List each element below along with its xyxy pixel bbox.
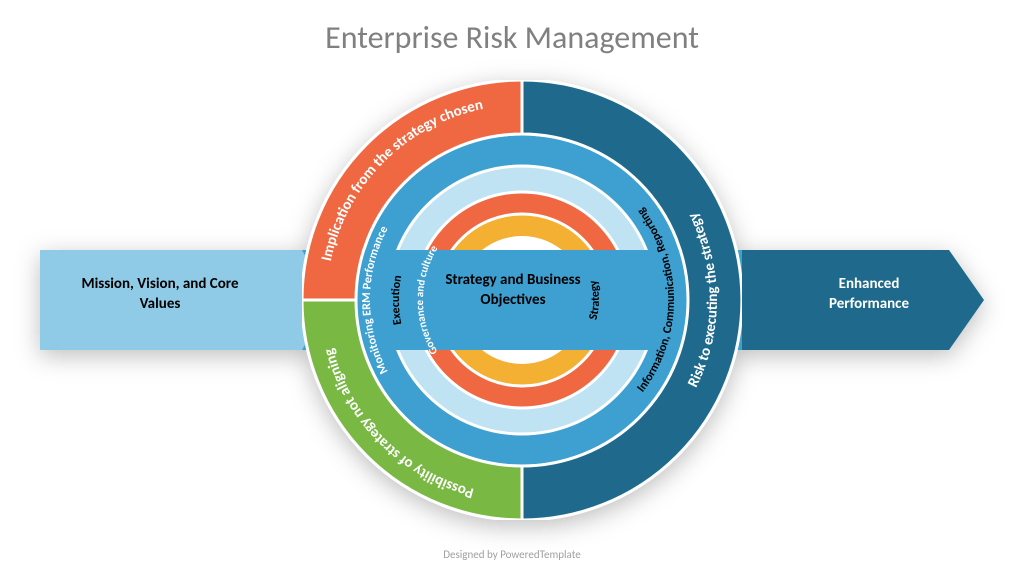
diagram-stage: Possibility of strategy not aligningImpl…	[40, 75, 984, 525]
right-arrow-label: Enhanced Performance	[799, 275, 939, 314]
page-title: Enterprise Risk Management	[0, 18, 1024, 57]
footer-credit: Designed by PoweredTemplate	[0, 548, 1024, 561]
left-arrow-label: Mission, Vision, and Core Values	[65, 275, 255, 314]
center-label: Strategy and Business Objectives	[413, 271, 613, 310]
svg-text:Execution: Execution	[389, 274, 405, 326]
